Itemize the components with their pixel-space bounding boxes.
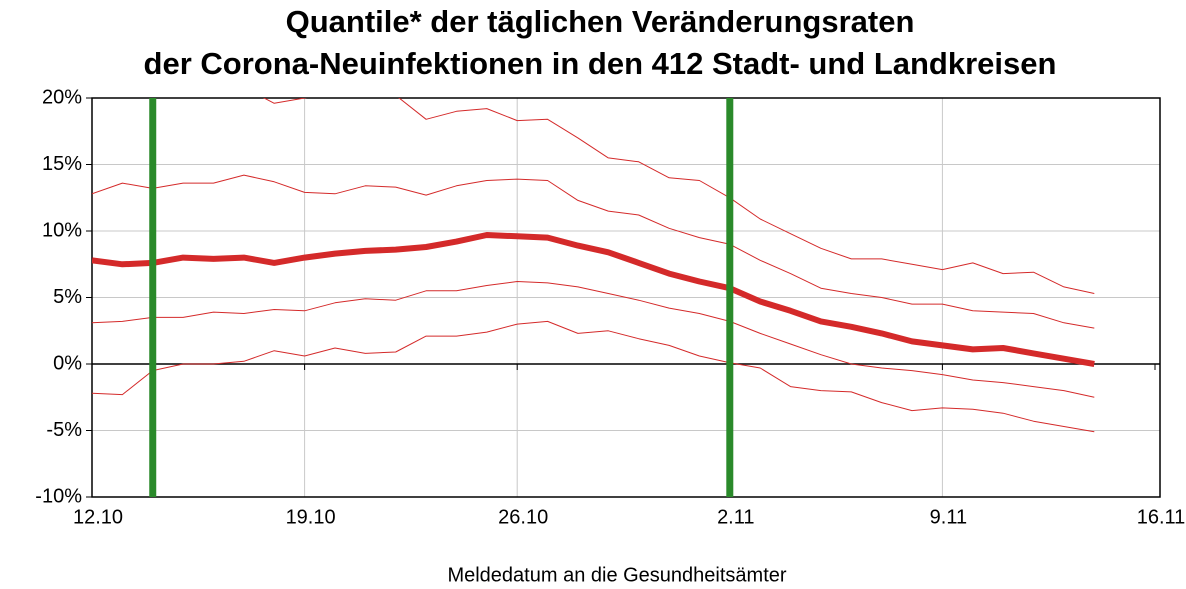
- x-tick-label: 19.10: [286, 506, 336, 528]
- quantile-line: [92, 174, 1095, 329]
- x-tick-label: 9.11: [930, 506, 967, 528]
- plot-frame: [91, 97, 1161, 498]
- chart-title: der Corona-Neuinfektionen in den 412 Sta…: [144, 46, 1057, 81]
- y-tick-label: 10%: [42, 219, 82, 241]
- quantile-line: [263, 98, 1095, 294]
- y-tick-label: -10%: [35, 485, 82, 507]
- y-tick-label: 15%: [42, 153, 82, 175]
- chart-title: Quantile* der täglichen Veränderungsrate…: [286, 4, 915, 39]
- y-tick-label: 0%: [53, 352, 82, 374]
- plot-area: [92, 98, 1095, 433]
- quantile-line: [92, 320, 1095, 433]
- x-axis-label: Meldedatum an die Gesundheitsämter: [447, 564, 786, 586]
- x-tick-label: 12.10: [73, 506, 123, 528]
- quantile-line: [92, 232, 1095, 367]
- y-tick-label: 20%: [42, 86, 82, 108]
- x-tick-label: 16.11: [1137, 506, 1186, 528]
- x-tick-label: 2.11: [717, 506, 754, 528]
- quantile-line: [92, 281, 1095, 398]
- x-tick-label: 26.10: [498, 506, 548, 528]
- y-tick-label: -5%: [46, 419, 82, 441]
- y-tick-label: 5%: [53, 286, 82, 308]
